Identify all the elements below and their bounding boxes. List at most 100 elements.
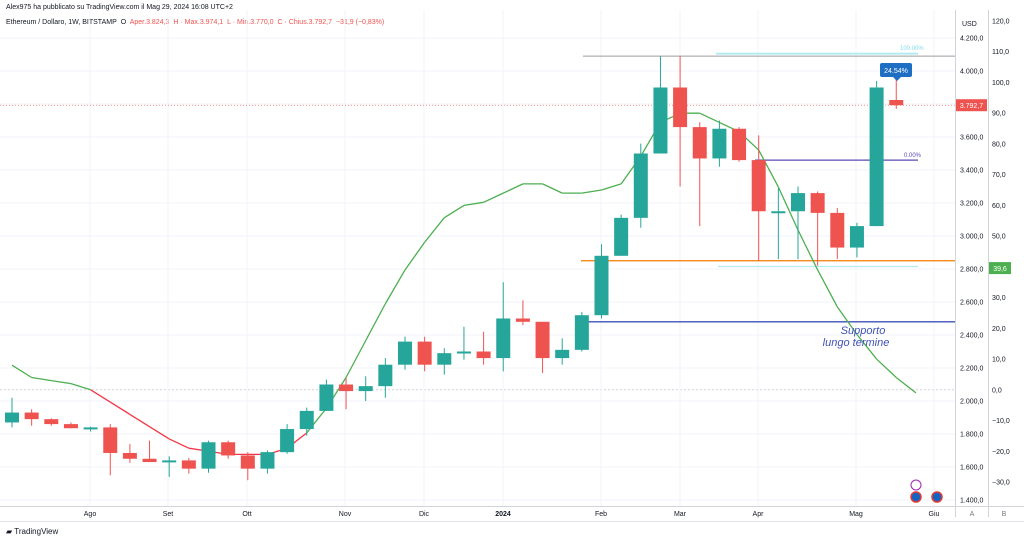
osc-tick-label: 90,0 — [992, 111, 1006, 118]
osc-tick-label: 110,0 — [992, 49, 1009, 56]
price-tick-label: 4.000,0 — [960, 69, 983, 76]
osc-tick-label: 120,0 — [992, 19, 1010, 26]
candle-body — [378, 364, 393, 387]
candle-body — [633, 153, 648, 218]
candle-body — [515, 318, 530, 322]
candle-body — [653, 87, 668, 154]
osc-tick-label: 80,0 — [992, 141, 1006, 148]
candle-body — [712, 128, 727, 159]
candle-body — [181, 460, 196, 469]
candle-body — [142, 458, 157, 463]
candle-body — [771, 211, 786, 214]
osc-tick-label: 60,0 — [992, 203, 1006, 210]
oscillator-segment — [345, 340, 367, 378]
oscillator-segment — [129, 413, 150, 428]
candle-body — [476, 351, 491, 359]
oscillator-segment — [365, 303, 386, 341]
candle-body — [692, 127, 707, 159]
osc-tick-label: 10,0 — [992, 357, 1006, 364]
oscillator-segment — [483, 192, 504, 203]
price-tick-label: 2.000,0 — [960, 399, 983, 406]
candle-body — [614, 217, 629, 256]
candle-body — [319, 384, 334, 411]
candle-body — [240, 455, 255, 469]
candle-body — [437, 353, 452, 365]
ohlc-open-letter: O — [120, 19, 127, 26]
osc-tick-label: 70,0 — [992, 172, 1006, 179]
tradingview-logo-icon: ▰ — [6, 527, 15, 536]
oscillator-segment — [463, 201, 484, 207]
price-label-bg — [956, 99, 987, 112]
month-label: Nov — [339, 511, 352, 518]
ohlc-high: H · Max.3.974,1 — [173, 19, 224, 26]
price-tick-label: 2.600,0 — [960, 300, 983, 307]
axis-corner-a: A — [970, 511, 975, 518]
candle-body — [849, 226, 864, 248]
ohlc-low: L · Min.3.770,0 — [227, 19, 274, 26]
callout-pointer — [893, 77, 901, 81]
fib-100-label: 100.00% — [900, 46, 924, 52]
candle-body — [24, 412, 39, 420]
oscillator-segment — [856, 334, 878, 360]
oscillator-segment — [895, 376, 917, 394]
oscillator-segment — [51, 379, 72, 385]
month-label: Feb — [595, 511, 607, 518]
ohlc-close: C · Chius.3.792,7 — [277, 19, 333, 26]
oscillator-segment — [601, 183, 622, 191]
oscillator-segment — [424, 217, 445, 243]
tradingview-logo: ▰ TradingView — [6, 527, 58, 536]
price-tick-label: 3.400,0 — [960, 168, 983, 175]
month-label: Ago — [84, 511, 97, 518]
month-label: Mar — [674, 511, 687, 518]
month-label: 2024 — [495, 511, 511, 518]
candle-body — [398, 341, 412, 365]
tradingview-logo-text: TradingView — [14, 527, 59, 536]
month-label: Giu — [929, 511, 940, 518]
ohlc-legend: Ethereum / Dollaro, 1W, BITSTAMP O Aper.… — [6, 19, 386, 26]
us-flag-icon — [910, 491, 922, 503]
oscillator-segment — [149, 426, 170, 440]
oscillator-segment — [777, 186, 799, 231]
candle-body — [830, 212, 845, 248]
candle-body — [810, 193, 825, 213]
axis-corner-b: B — [1002, 511, 1007, 518]
osc-tick-label: −30,0 — [992, 480, 1010, 487]
ohlc-change: −31,9 (−0,83%) — [335, 19, 385, 26]
oscillator-segment — [581, 189, 602, 194]
month-label: Mag — [849, 511, 863, 518]
price-tick-label: 1.600,0 — [960, 465, 983, 472]
oscillator-segment — [109, 401, 131, 415]
price-tick-label: 3.600,0 — [960, 135, 983, 142]
callout-bg — [880, 63, 912, 77]
month-label: Set — [163, 511, 174, 518]
candle-body — [555, 349, 570, 359]
oscillator-segment — [443, 204, 465, 219]
price-tick-label: 2.800,0 — [960, 267, 983, 274]
publish-info: Alex975 ha pubblicato su TradingView.com… — [6, 4, 233, 11]
symbol-label[interactable]: Ethereum / Dollaro, 1W, BITSTAMP — [6, 19, 117, 26]
candle-body — [103, 427, 118, 453]
candle-body — [83, 427, 98, 430]
oscillator-segment — [797, 229, 819, 271]
candle-body — [299, 410, 314, 430]
oscillator-segment — [90, 389, 111, 403]
month-label: Apr — [753, 511, 765, 518]
osc-tick-label: 0,0 — [992, 387, 1002, 394]
price-tick-label: 2.200,0 — [960, 366, 983, 373]
candle-body — [221, 442, 236, 456]
osc-tick-label: 100,0 — [992, 80, 1010, 87]
osc-tick-label: 20,0 — [992, 326, 1006, 333]
candle-body — [417, 341, 432, 365]
oscillator-segment — [542, 183, 563, 194]
month-label: Dic — [419, 511, 430, 518]
oscillator-segment — [836, 306, 858, 335]
oscillator-segment — [70, 383, 91, 391]
candle-body — [673, 87, 688, 128]
candle-body — [889, 99, 904, 106]
us-flag-icon — [931, 491, 943, 503]
osc-tick-label: 30,0 — [992, 295, 1006, 302]
oscillator-segment — [31, 376, 52, 382]
candle-body — [260, 452, 275, 469]
